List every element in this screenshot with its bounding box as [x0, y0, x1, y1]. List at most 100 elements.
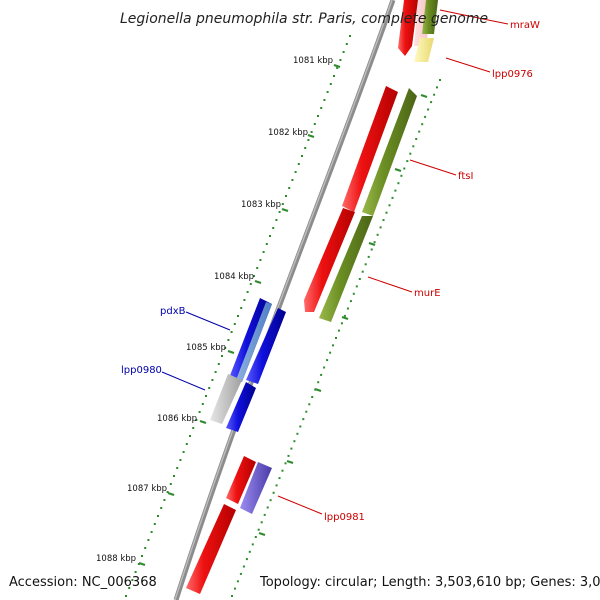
outer-track-dot — [257, 528, 260, 531]
inner-track-dot — [224, 347, 227, 349]
outer-track-dot — [242, 565, 245, 568]
gene-lpp0981-purple[interactable] — [240, 462, 272, 514]
inner-track-dot — [201, 403, 204, 405]
tick-dash-4 — [227, 349, 235, 355]
tick-dash-7 — [138, 561, 146, 567]
gene-lpp0981-red-a[interactable] — [226, 456, 256, 504]
inner-track-dot — [211, 379, 214, 381]
inner-track-dot — [163, 499, 166, 501]
accession-text: Accession: NC_006368 — [9, 575, 157, 590]
tick-dash-1 — [307, 133, 315, 139]
gene-lpp0980[interactable] — [210, 374, 242, 424]
outer-track-dot — [263, 513, 266, 516]
inner-track-dot — [144, 547, 147, 549]
inner-track-dot — [349, 35, 351, 37]
outer-tick-dash-1 — [394, 167, 402, 173]
outer-track-dot — [433, 93, 436, 96]
outer-track-dot — [418, 130, 421, 133]
genome-backbone-highlight — [174, 0, 393, 600]
label-mure[interactable]: murE — [414, 288, 441, 299]
inner-track-dot — [301, 155, 303, 157]
inner-track-dot — [326, 91, 329, 93]
inner-track-dot — [233, 323, 236, 325]
gene-ftsi-olive[interactable] — [362, 88, 417, 216]
gene-lpp0980-rev[interactable] — [226, 382, 256, 432]
inner-track-dot — [230, 331, 233, 333]
gene-mure-olive[interactable] — [319, 216, 373, 322]
label-pdxb[interactable]: pdxB — [160, 306, 186, 317]
outer-track-dot — [311, 396, 314, 398]
tick-label-1081: 1081 kbp — [293, 56, 333, 66]
outer-track-dot — [409, 152, 412, 155]
inner-track-dot — [205, 395, 207, 397]
inner-track-dot — [253, 275, 255, 277]
outer-track-dot — [349, 300, 352, 303]
callout-mraw — [487, 19, 509, 25]
tick-dash-3 — [254, 279, 262, 285]
outer-track-dot — [338, 329, 340, 332]
outer-track-dot — [296, 432, 299, 435]
outer-track-dot — [248, 550, 251, 553]
outer-track-dot — [332, 344, 334, 347]
inner-track-dot — [323, 99, 326, 101]
outer-track-dot — [370, 248, 373, 251]
inner-track-dot — [246, 291, 249, 293]
inner-track-dot — [189, 435, 191, 437]
outer-track-dot — [424, 115, 427, 118]
outer-tick-dash-6 — [258, 531, 266, 537]
inner-track-dot — [278, 211, 281, 213]
outer-track-dot — [317, 381, 320, 384]
inner-track-dot — [173, 475, 175, 477]
outer-track-dot — [358, 278, 361, 280]
topology-text: Topology: circular; Length: 3,503,610 bp… — [259, 575, 600, 590]
gene-lpp0976-upper[interactable] — [422, 0, 438, 34]
inner-track-dot — [198, 411, 201, 413]
outer-tick-dash-3 — [341, 315, 349, 321]
label-lpp0976[interactable]: lpp0976 — [492, 69, 533, 80]
inner-track-dot — [192, 427, 195, 429]
outer-track-dot — [346, 307, 349, 310]
outer-track-dot — [239, 572, 242, 575]
outer-track-dot — [352, 292, 355, 295]
label-lpp0980[interactable]: lpp0980 — [121, 365, 162, 376]
outer-track-dot — [364, 263, 367, 266]
outer-track-dot — [415, 138, 418, 140]
inner-track-dot — [169, 483, 172, 485]
outer-tick-dash-0 — [420, 93, 428, 99]
gene-lpp0981-red-b[interactable] — [186, 504, 236, 594]
inner-track-dot — [249, 283, 252, 285]
outer-track-dot — [376, 233, 379, 236]
outer-track-dot — [388, 204, 391, 207]
inner-track-dot — [285, 195, 287, 197]
inner-track-dot — [342, 51, 345, 53]
inner-track-dot — [256, 267, 259, 269]
label-ftsi[interactable]: ftsI — [458, 171, 473, 182]
outer-track-dot — [287, 454, 290, 457]
outer-track-dot — [231, 595, 233, 597]
callout-mraw-b — [439, 9, 489, 21]
label-lpp0981[interactable]: lpp0981 — [324, 512, 365, 523]
inner-track-dot — [288, 187, 291, 189]
label-mraw[interactable]: mraW — [510, 20, 540, 31]
tick-label-1087: 1087 kbp — [127, 484, 167, 494]
gene-ftsi-red[interactable] — [342, 86, 398, 212]
tick-label-1085: 1085 kbp — [186, 343, 226, 353]
outer-track-dot — [275, 484, 278, 487]
gene-pdxb-rev[interactable] — [246, 308, 286, 384]
outer-track-dot — [281, 469, 284, 472]
outer-track-dot — [394, 189, 397, 192]
callout-lpp0976 — [445, 57, 491, 73]
outer-track-dot — [397, 182, 400, 185]
outer-track-dot — [373, 241, 376, 244]
outer-track-dot — [412, 145, 415, 148]
gene-mure-red[interactable] — [304, 208, 355, 312]
gene-lpp0976[interactable] — [414, 38, 434, 62]
inner-track-dot — [237, 315, 239, 317]
inner-track-dot — [195, 419, 198, 421]
tick-label-1086: 1086 kbp — [157, 414, 197, 424]
inner-track-dot — [179, 459, 182, 461]
gene-mraw[interactable] — [398, 0, 418, 56]
tick-dash-6 — [167, 491, 175, 497]
outer-track-dot — [379, 226, 382, 229]
